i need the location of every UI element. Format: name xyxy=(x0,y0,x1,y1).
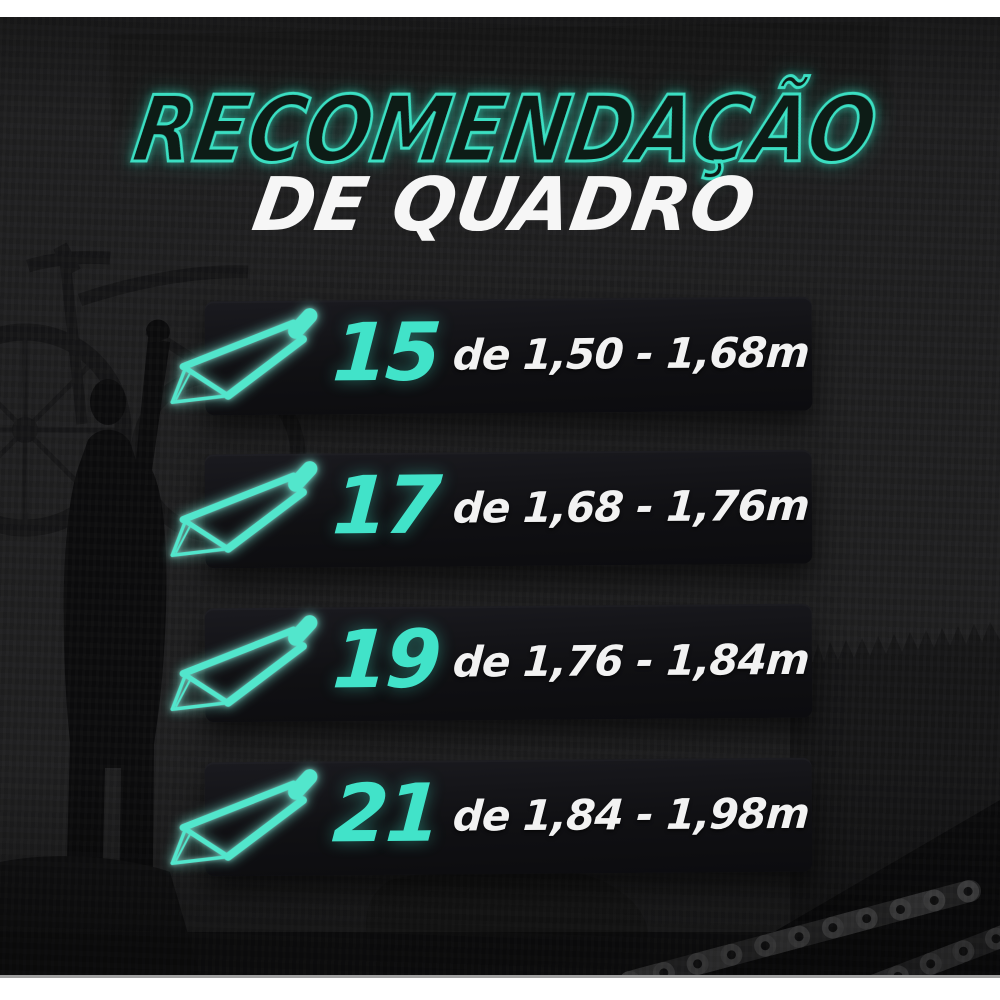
frame-size-value: 17 xyxy=(330,458,442,553)
height-range-value: de 1,84 - 1,98m xyxy=(451,788,811,841)
frame-size-value: 19 xyxy=(330,612,442,707)
height-range-value: de 1,68 - 1,76m xyxy=(451,480,811,533)
bike-frame-icon xyxy=(170,461,318,557)
height-range-value: de 1,76 - 1,84m xyxy=(451,634,811,687)
frame-size-value: 15 xyxy=(330,305,442,400)
bike-frame-icon xyxy=(170,769,318,865)
poster-title-line1: RECOMENDAÇÃO xyxy=(127,76,884,183)
person-lifting-bike-silhouette xyxy=(63,319,170,975)
title-line2-art: DE QUADRO xyxy=(247,161,761,247)
bike-frame-icon xyxy=(170,615,318,711)
size-row-19: 19 de 1,76 - 1,84m xyxy=(170,603,813,723)
size-row-21: 21 de 1,84 - 1,98m xyxy=(170,757,813,877)
size-row-17: 17 de 1,68 - 1,76m xyxy=(170,449,813,569)
bottom-margin xyxy=(0,975,1000,1000)
corner-shadow xyxy=(700,800,1000,975)
poster-title-line2: DE QUADRO xyxy=(247,161,761,247)
height-range-value: de 1,50 - 1,68m xyxy=(451,327,811,380)
title-line1-art: RECOMENDAÇÃO xyxy=(125,74,885,184)
bike-frame-icon xyxy=(170,308,318,404)
top-margin xyxy=(0,0,1000,17)
texture-streak xyxy=(109,21,891,130)
size-row-15: 15 de 1,50 - 1,68m xyxy=(170,296,813,416)
frame-size-value: 21 xyxy=(330,766,442,861)
